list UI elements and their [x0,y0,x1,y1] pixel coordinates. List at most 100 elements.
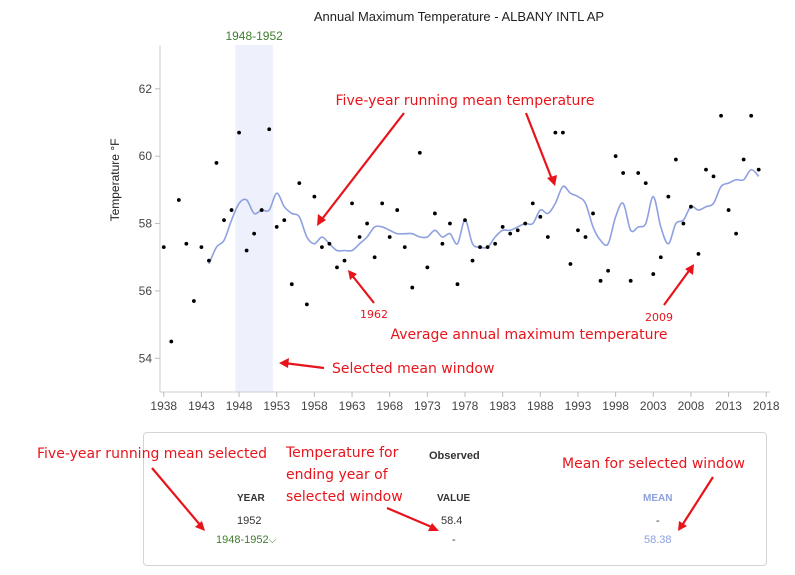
arrowhead [348,270,357,280]
data-point [289,282,294,287]
data-point [478,245,482,250]
data-point [191,299,196,303]
data-point [357,235,362,239]
data-point [161,245,166,250]
data-point [673,157,678,162]
data-point [267,127,272,132]
annotation-1962: 1962 [360,308,388,321]
row1-value: 58.4 [441,515,463,527]
data-point [636,171,641,175]
annotations: Five-year running mean temperature 1962 … [279,93,694,377]
data-point [591,211,595,216]
data-point [222,218,226,223]
data-point [274,225,279,229]
data-point [734,231,739,236]
data-point [583,235,588,239]
arrow-running-mean-left [318,112,405,224]
arrow-1962 [350,273,375,304]
running-mean-line [208,168,760,265]
x-tick-label: 1988 [527,399,554,413]
data-point [606,268,610,273]
data-point [169,339,174,344]
data-point [252,231,257,236]
annotation-temp-ending-year: Temperature for ending year of selected … [286,445,403,505]
annotation-running-mean: Five-year running mean temperature [336,93,595,109]
data-point [237,130,241,135]
data-point [553,130,558,135]
data-point [711,174,716,179]
data-point [704,167,708,172]
data-point [395,208,400,212]
col-header-year: YEAR [237,493,265,504]
y-ticks: 54 56 58 60 62 [139,82,160,365]
data-point [184,241,189,246]
annotation-avg-max: Average annual maximum temperature [390,327,667,343]
data-point [199,245,204,250]
data-point [214,161,219,165]
data-point [643,181,648,186]
annotation-selected-window: Selected mean window [332,361,494,377]
data-point [259,208,264,212]
data-point [621,171,626,175]
data-point [207,258,211,263]
x-tick-label: 1968 [376,399,403,413]
x-tick-label: 1978 [452,399,479,413]
data-point [304,302,309,307]
x-tick-label: 2008 [678,399,705,413]
x-ticks: 1938 1943 1948 1953 1958 1963 1968 1973 1978 1983… [150,392,780,413]
window-select-dropdown[interactable]: 1948-1952⌵ [216,534,276,546]
data-point [432,211,437,216]
data-point [335,265,339,270]
data-point [651,272,656,276]
row2-mean: 58.38 [644,534,672,546]
chevron-down-icon: ⌵ [268,535,277,546]
data-point [696,251,701,256]
window-select-value: 1948-1952 [216,534,269,546]
chart-title: Annual Maximum Temperature - ALBANY INTL… [314,9,604,24]
x-tick-label: 1983 [489,399,516,413]
data-point [282,218,287,223]
data-point [372,255,377,260]
data-point [320,245,324,250]
y-axis-label: Temperature °F [108,139,122,222]
data-point [485,245,490,250]
data-point [327,241,332,246]
data-point [681,221,686,226]
row1-mean: - [656,515,660,527]
row1-year: 1952 [237,515,262,527]
x-tick-label: 1938 [150,399,177,413]
data-point [500,225,505,229]
data-point [244,248,249,253]
data-point [538,214,543,219]
plot-area: 1948-1952 54 56 58 60 62 1938 1943 1948 1953 195… [139,29,780,413]
y-tick-label: 58 [139,217,153,231]
col-header-mean: MEAN [643,493,673,504]
selected-window-label: 1948-1952 [225,29,283,43]
data-point [749,113,754,118]
data-point [628,278,633,283]
data-points [161,113,761,344]
data-point [568,262,573,266]
table-title: Observed [429,450,480,462]
data-point [689,204,693,209]
y-tick-label: 60 [139,149,153,163]
data-point [515,228,520,233]
x-tick-label: 1948 [226,399,253,413]
data-point [576,228,580,233]
y-tick-label: 54 [139,351,153,365]
selected-window-band[interactable] [235,45,273,392]
data-point [598,278,603,283]
arrowhead [317,214,326,226]
x-tick-label: 1973 [414,399,441,413]
x-tick-label: 1993 [565,399,592,413]
data-point [658,255,663,260]
data-point [493,241,498,246]
arrow-selected-window [283,361,325,370]
data-point [756,167,761,172]
x-tick-label: 2003 [640,399,667,413]
data-point [463,218,467,223]
data-point [387,235,392,239]
x-tick-label: 1963 [339,399,366,413]
data-point [508,231,513,236]
annotation-2009: 2009 [645,311,673,324]
